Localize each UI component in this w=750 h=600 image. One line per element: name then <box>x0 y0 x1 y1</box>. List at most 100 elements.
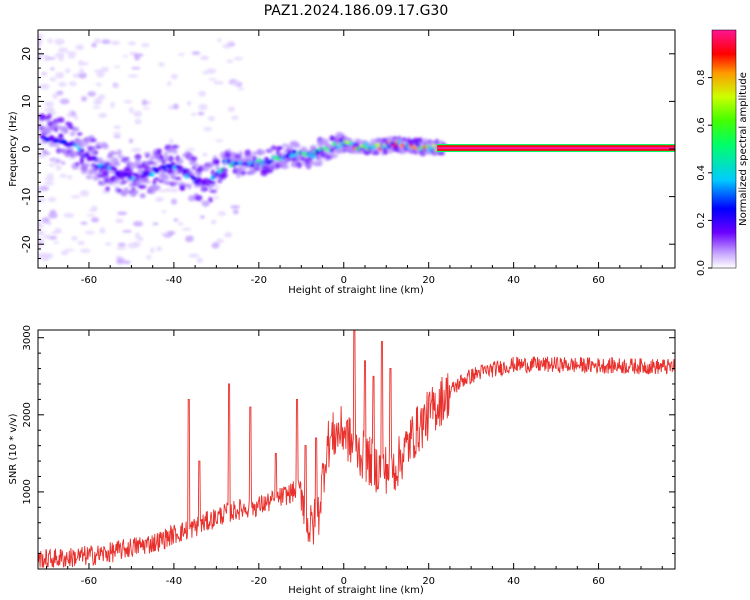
noise-blob <box>117 242 126 247</box>
colorbar: 0.0 0.2 0.4 0.6 0.8 Normalized spectral ampl… <box>696 29 749 276</box>
ridge-blob <box>139 193 146 199</box>
noise-blob <box>96 71 105 78</box>
noise-blob <box>217 211 227 216</box>
noise-blob <box>114 65 121 68</box>
noise-blob <box>78 59 83 66</box>
ridge-blob <box>253 166 261 172</box>
noise-blob <box>50 67 55 71</box>
noise-blob <box>54 227 62 233</box>
snr-series-line <box>38 330 675 568</box>
ridge-blob <box>209 189 217 193</box>
noise-blob <box>196 257 203 264</box>
noise-blob <box>217 38 222 43</box>
ridge-blob <box>392 136 398 140</box>
noise-blob <box>123 100 133 104</box>
ridge-blob <box>122 157 130 161</box>
noise-blob <box>91 217 100 223</box>
ridge-blob <box>58 133 64 139</box>
ridge-blob <box>143 165 152 172</box>
snr-x-ticks: -60 -40 -20 0 20 40 60 <box>45 330 663 587</box>
noise-blob <box>59 98 70 105</box>
spectrogram-y-ticks: -20 -10 0 10 20 <box>20 29 675 269</box>
ridge-blob <box>101 169 110 175</box>
ridge-blob <box>90 138 97 143</box>
noise-blob <box>104 242 112 246</box>
x-tick-label: -20 <box>251 576 267 587</box>
noise-blob <box>155 196 164 202</box>
noise-blob <box>68 81 77 87</box>
noise-blob <box>231 115 239 121</box>
noise-blob <box>127 242 138 249</box>
ridge-blob <box>69 131 76 137</box>
ridge-blob <box>80 170 88 175</box>
noise-blob <box>44 176 55 182</box>
noise-blob <box>80 221 88 225</box>
noise-blob <box>158 189 168 193</box>
noise-blob <box>110 40 121 45</box>
ridge-blob <box>78 139 86 144</box>
noise-blob <box>143 106 150 110</box>
ridge-blob <box>94 145 103 149</box>
ridge-blob <box>271 145 276 151</box>
noise-blob <box>181 227 192 231</box>
snr-y-ticks: 1000 2000 3000 <box>22 325 675 555</box>
ridge-core <box>170 162 176 167</box>
noise-blob <box>213 196 220 200</box>
ridge-blob <box>117 169 126 174</box>
ridge-blob <box>174 176 182 181</box>
ridge-blob <box>93 150 99 155</box>
ridge-core <box>329 148 335 153</box>
ridge-blob <box>195 194 203 202</box>
x-tick-label: -40 <box>166 576 182 587</box>
ridge-blob <box>114 178 120 184</box>
noise-blob <box>54 38 65 45</box>
ridge-blob <box>372 151 380 156</box>
noise-blob <box>150 247 155 254</box>
ridge-blob <box>38 113 46 121</box>
ridge-blob <box>82 162 91 168</box>
ridge-blob <box>238 150 243 156</box>
ridge-blob <box>179 185 186 191</box>
noise-blob <box>198 90 207 97</box>
x-tick-label: 20 <box>422 275 435 286</box>
noise-blob <box>230 81 240 86</box>
noise-blob <box>161 210 167 214</box>
ridge-blob <box>162 174 170 181</box>
noise-blob <box>49 77 57 82</box>
spectrogram-x-ticks: -60 -40 -20 0 20 40 60 <box>45 30 663 286</box>
ridge-blob <box>305 163 312 168</box>
noise-blob <box>98 112 108 119</box>
y-tick-label: 2000 <box>22 402 33 427</box>
x-tick-label: 0 <box>341 275 347 286</box>
noise-blob <box>177 221 184 226</box>
noise-blob <box>166 81 172 86</box>
ridge-blob <box>78 142 86 149</box>
noise-blob <box>169 138 174 145</box>
ridge-blob <box>150 162 159 166</box>
noise-blob <box>46 173 54 177</box>
noise-blob <box>188 253 200 258</box>
ridge-core <box>263 157 269 162</box>
noise-blob <box>186 100 192 106</box>
ridge-blob <box>56 147 62 154</box>
ridge-core <box>79 148 85 153</box>
noise-blob <box>202 152 208 157</box>
carrier-core <box>437 146 675 150</box>
ridge-blob <box>134 153 142 160</box>
ridge-blob <box>101 143 109 150</box>
noise-blob <box>131 147 142 153</box>
noise-blob <box>198 103 208 111</box>
snr-x-label: Height of straight line (km) <box>288 585 424 596</box>
noise-blob <box>123 260 131 265</box>
noise-blob <box>232 209 239 215</box>
y-tick-label: -20 <box>20 235 33 253</box>
noise-blob <box>66 51 77 56</box>
noise-blob <box>152 222 159 226</box>
noise-blob <box>216 238 224 244</box>
ridge-blob <box>113 161 121 167</box>
y-tick-label: 3000 <box>22 325 33 350</box>
ridge-blob <box>111 151 119 155</box>
ridge-core <box>191 176 197 181</box>
ridge-blob <box>62 128 69 135</box>
ridge-blob <box>109 170 116 175</box>
